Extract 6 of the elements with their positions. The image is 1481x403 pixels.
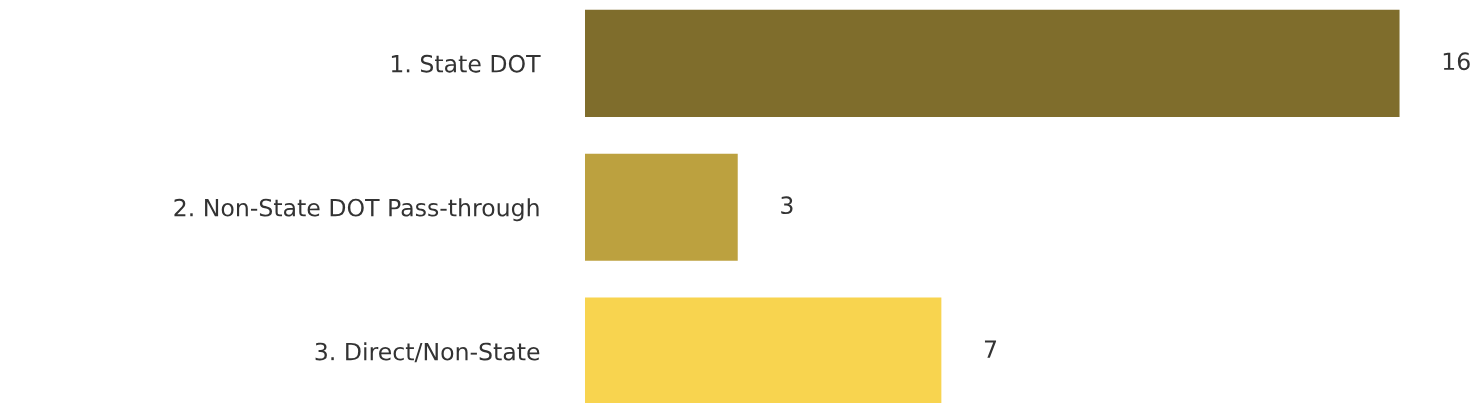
data-label: 7 [984, 340, 997, 358]
y-tick-label: 1. State DOT [391, 54, 541, 73]
y-tick-label: 2. Non-State DOT Pass-through [174, 198, 539, 222]
y-tick-label: 3. Direct/Non-State [315, 342, 540, 363]
data-label: 3 [781, 196, 793, 215]
data-label: 16 [1443, 52, 1470, 71]
